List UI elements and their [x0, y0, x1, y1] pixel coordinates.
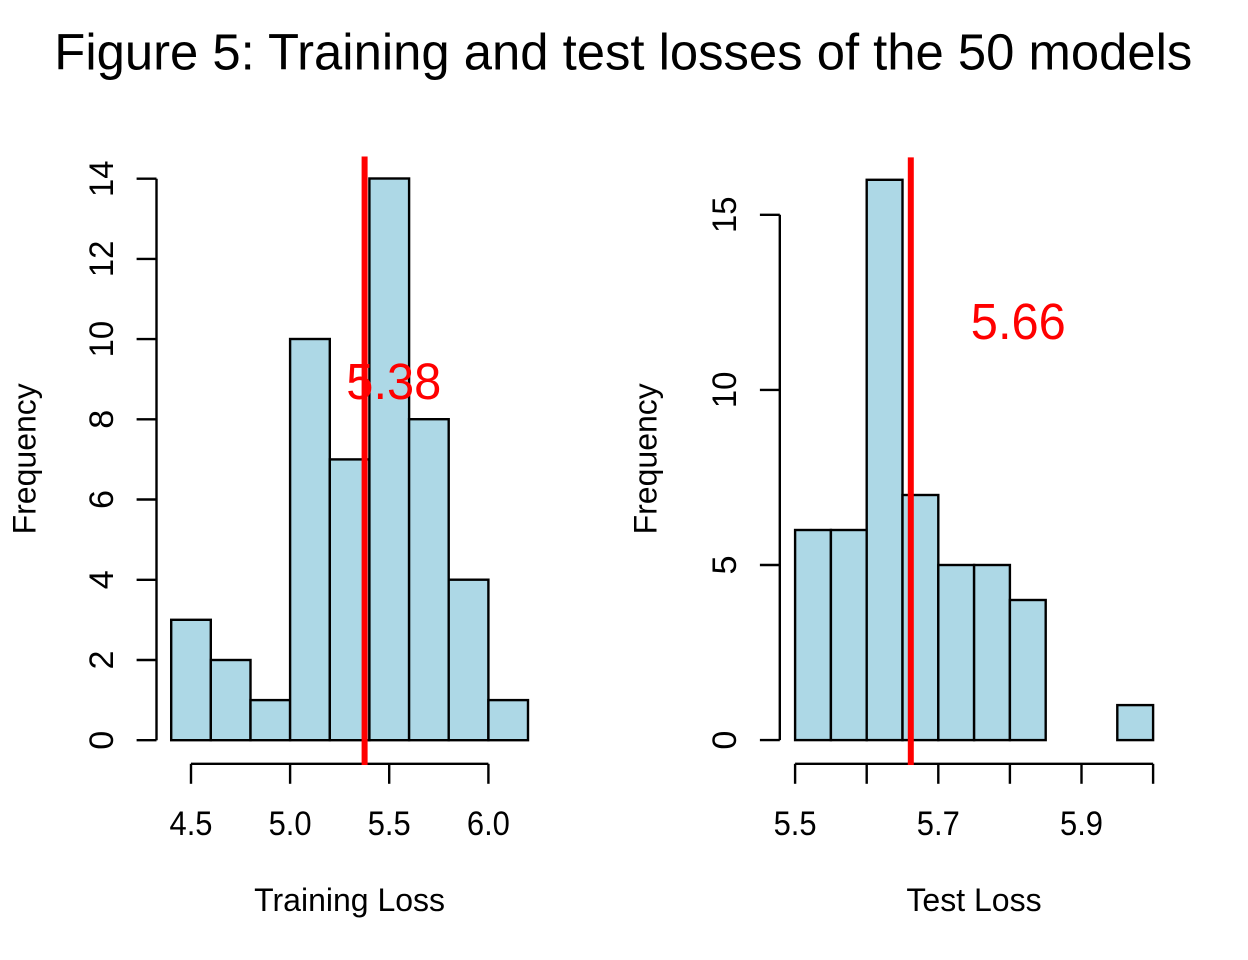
svg-text:5.66: 5.66 [971, 293, 1066, 350]
svg-text:12: 12 [83, 241, 121, 278]
svg-text:Frequency: Frequency [7, 383, 43, 534]
svg-text:15: 15 [706, 197, 744, 234]
svg-text:4.5: 4.5 [170, 805, 213, 843]
svg-text:5.7: 5.7 [917, 805, 960, 843]
svg-text:5.5: 5.5 [368, 805, 411, 843]
svg-text:0: 0 [83, 731, 121, 750]
svg-text:2: 2 [83, 651, 121, 670]
svg-text:5.0: 5.0 [269, 805, 312, 843]
svg-text:5.5: 5.5 [774, 805, 817, 843]
svg-text:0: 0 [706, 731, 744, 750]
svg-text:8: 8 [83, 410, 121, 429]
svg-text:5.9: 5.9 [1060, 805, 1103, 843]
svg-text:Frequency: Frequency [628, 383, 664, 534]
svg-text:Test Loss: Test Loss [906, 882, 1041, 918]
svg-text:14: 14 [83, 160, 121, 197]
svg-text:5.38: 5.38 [346, 353, 441, 410]
svg-text:10: 10 [706, 372, 744, 409]
svg-text:Training Loss: Training Loss [254, 882, 445, 918]
svg-text:Figure 5: Training and test lo: Figure 5: Training and test losses of th… [54, 24, 1192, 81]
svg-text:5: 5 [706, 556, 744, 575]
svg-text:6: 6 [83, 490, 121, 509]
svg-text:10: 10 [83, 321, 121, 358]
svg-text:4: 4 [83, 570, 121, 589]
svg-text:6.0: 6.0 [467, 805, 510, 843]
